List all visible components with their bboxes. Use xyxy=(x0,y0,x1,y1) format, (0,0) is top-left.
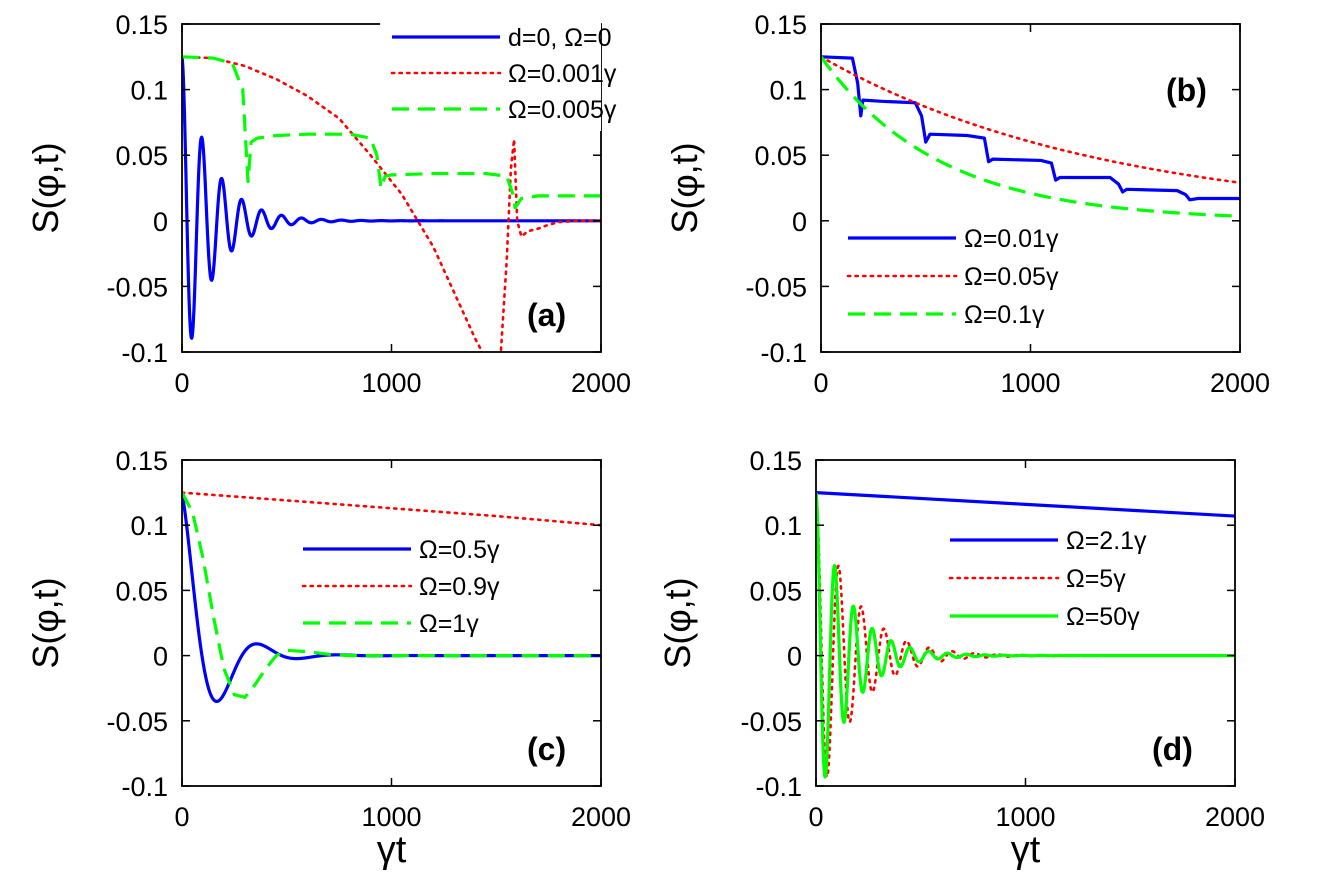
y-tick-label: 0.15 xyxy=(115,10,168,40)
y-tick-label: 0.1 xyxy=(764,511,802,541)
series-group xyxy=(182,491,601,704)
x-axis-label: γt xyxy=(377,829,407,871)
series-group xyxy=(182,55,601,352)
x-axis-label: γt xyxy=(1011,829,1041,871)
legend-entry-1: Ω=0.01γ xyxy=(964,225,1059,253)
x-tick-label: 0 xyxy=(174,802,189,832)
y-tick-label: -0.05 xyxy=(740,707,802,737)
x-tick-label: 1000 xyxy=(1000,368,1060,398)
legend: Ω=2.1γ Ω=5γ Ω=50γ xyxy=(948,527,1147,631)
panel-a: -0.1 -0.05 0 0.05 0.1 0.15 0 1000 2000 S(φ,t) d=0,… xyxy=(25,10,631,398)
legend: Ω=0.5γ Ω=0.9γ Ω=1γ xyxy=(301,536,500,638)
y-tick-label: 0.05 xyxy=(749,576,802,606)
y-tick-label: 0.05 xyxy=(754,141,807,171)
x-tick-label: 2000 xyxy=(1210,368,1270,398)
y-tick-label: -0.1 xyxy=(121,338,168,368)
legend: Ω=0.01γ Ω=0.05γ Ω=0.1γ xyxy=(846,225,1059,329)
y-tick-label: 0 xyxy=(153,642,168,672)
series-line-3 xyxy=(182,491,601,699)
panel-label: (a) xyxy=(527,297,566,333)
x-tick-label: 0 xyxy=(813,368,828,398)
series-line-2 xyxy=(182,491,601,527)
y-tick-label: 0.05 xyxy=(115,576,168,606)
x-tick-label: 1000 xyxy=(361,802,421,832)
x-tick-label: 0 xyxy=(174,368,189,398)
y-tick-label: 0.05 xyxy=(115,141,168,171)
series-group xyxy=(816,491,1235,779)
legend-entry-1: d=0, Ω=0 xyxy=(508,24,612,52)
legend-entry-2: Ω=0.05γ xyxy=(964,263,1059,291)
legend-entry-3: Ω=1γ xyxy=(419,610,479,638)
series-line-1 xyxy=(182,492,601,704)
panel-label: (d) xyxy=(1152,731,1193,767)
series-line-3 xyxy=(182,55,601,210)
series-line-1 xyxy=(182,56,601,340)
x-tick-label: 1000 xyxy=(361,368,421,398)
y-tick-label: 0 xyxy=(153,207,168,237)
legend-entry-1: Ω=0.5γ xyxy=(419,536,500,564)
y-tick-label: -0.1 xyxy=(755,772,802,802)
panel-label: (c) xyxy=(527,731,566,767)
legend-entry-2: Ω=5γ xyxy=(1066,565,1126,593)
y-tick-label: 0.15 xyxy=(754,10,807,40)
x-tick-label: 2000 xyxy=(571,368,631,398)
y-axis-label: S(φ,t) xyxy=(657,577,698,668)
panel-label: (b) xyxy=(1166,72,1207,108)
y-tick-label: 0.15 xyxy=(115,446,168,476)
y-axis-label: S(φ,t) xyxy=(25,142,66,233)
series-line-2 xyxy=(182,55,601,352)
y-tick-label: -0.05 xyxy=(745,272,807,302)
legend: d=0, Ω=0 Ω=0.001γ Ω=0.005γ xyxy=(380,15,617,131)
y-tick-label: 0.1 xyxy=(769,76,807,106)
legend-entry-3: Ω=50γ xyxy=(1066,603,1140,631)
y-tick-label: -0.1 xyxy=(760,338,807,368)
y-tick-label: 0 xyxy=(787,642,802,672)
series-group xyxy=(821,55,1240,218)
y-tick-label: 0 xyxy=(792,207,807,237)
legend-entry-2: Ω=0.001γ xyxy=(508,60,617,88)
panel-b: -0.1 -0.05 0 0.05 0.1 0.15 0 1000 2000 S(φ,t) Ω=0.… xyxy=(664,10,1270,398)
x-tick-label: 1000 xyxy=(995,802,1055,832)
series-line-1 xyxy=(821,55,1240,202)
series-line-1 xyxy=(816,491,1235,518)
y-tick-label: -0.05 xyxy=(106,707,168,737)
y-axis-label: S(φ,t) xyxy=(25,577,66,668)
y-tick-label: 0.15 xyxy=(749,446,802,476)
y-tick-label: -0.05 xyxy=(106,272,168,302)
panel-c: -0.1 -0.05 0 0.05 0.1 0.15 0 1000 2000 S(φ,t) γt Ω=… xyxy=(25,446,631,871)
legend-entry-3: Ω=0.005γ xyxy=(508,96,617,124)
y-tick-label: -0.1 xyxy=(121,772,168,802)
x-tick-label: 2000 xyxy=(571,802,631,832)
x-tick-label: 2000 xyxy=(1205,802,1265,832)
x-tick-label: 0 xyxy=(808,802,823,832)
y-axis-label: S(φ,t) xyxy=(664,142,705,233)
panel-d: -0.1 -0.05 0 0.05 0.1 0.15 0 1000 2000 S(φ,t) γt Ω=… xyxy=(657,446,1265,871)
series-line-3 xyxy=(816,492,1235,779)
series-line-3 xyxy=(821,55,1240,218)
y-tick-label: 0.1 xyxy=(130,76,168,106)
legend-entry-2: Ω=0.9γ xyxy=(419,573,500,601)
y-tick-label: 0.1 xyxy=(130,511,168,541)
series-line-2 xyxy=(821,55,1240,185)
legend-entry-3: Ω=0.1γ xyxy=(964,301,1045,329)
legend-entry-1: Ω=2.1γ xyxy=(1066,527,1147,555)
